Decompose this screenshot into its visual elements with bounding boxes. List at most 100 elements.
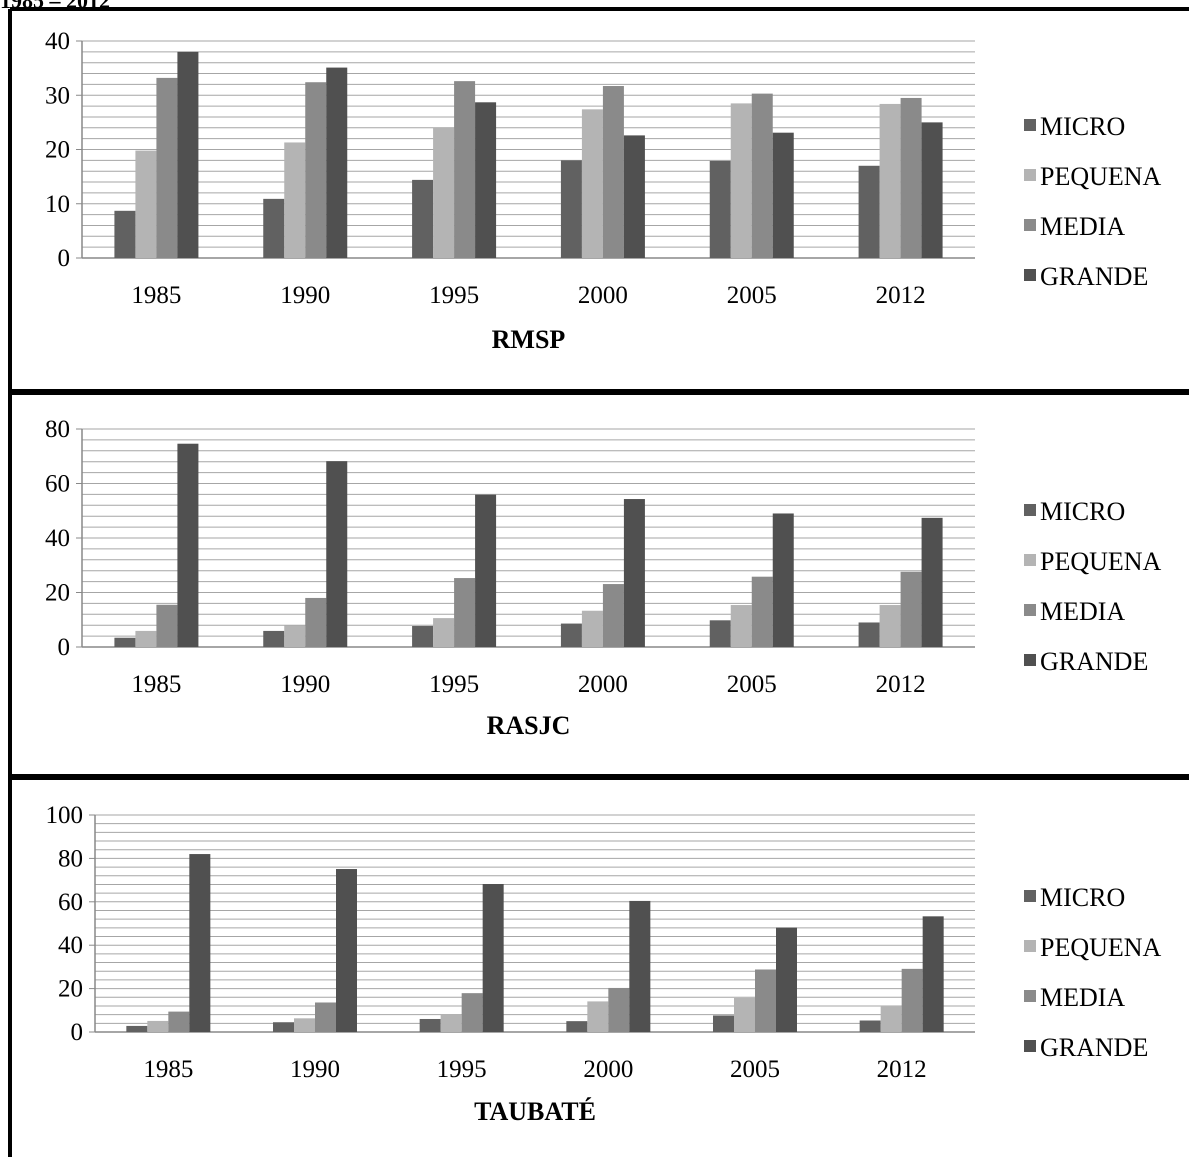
bar-media-2000	[602, 86, 624, 258]
legend-label-micro: MICRO	[1040, 497, 1125, 526]
y-tick-label: 60	[58, 889, 83, 916]
bar-micro-2012	[859, 1020, 881, 1032]
legend-swatch-grande	[1024, 269, 1036, 281]
x-tick-label: 2012	[876, 282, 926, 309]
chart-panel-2: 0 20 40 60 80 100 1985 1990 1995 2000 2005 2012 TAUB…	[46, 802, 1162, 1126]
legend-label-micro: MICRO	[1040, 112, 1125, 141]
bar-pequena-1995	[440, 1014, 462, 1032]
bar-micro-1990	[273, 1022, 294, 1032]
bar-grande-2005	[772, 132, 794, 258]
x-tick-label: 1985	[131, 671, 181, 698]
x-tick-label: 1990	[280, 671, 330, 698]
y-tick-label: 40	[45, 28, 70, 55]
bar-pequena-1995	[433, 618, 455, 647]
bar-grande-1985	[189, 854, 211, 1032]
x-tick-label: 1995	[429, 671, 479, 698]
legend-label-grande: GRANDE	[1040, 262, 1148, 291]
y-tick-label: 40	[45, 525, 70, 552]
bar-micro-2012	[858, 165, 880, 258]
bar-pequena-2012	[879, 605, 901, 647]
bar-media-2012	[900, 97, 922, 259]
bar-micro-2000	[560, 160, 582, 258]
bar-grande-1990	[336, 869, 357, 1032]
bar-pequena-2005	[730, 103, 752, 258]
y-tick-label: 0	[58, 634, 71, 661]
y-tick-label: 80	[58, 845, 83, 872]
bar-pequena-1990	[284, 625, 306, 647]
x-tick-label: 1985	[143, 1056, 193, 1083]
bar-pequena-1985	[135, 630, 157, 647]
bar-pequena-2005	[734, 997, 755, 1032]
legend-swatch-grande	[1024, 654, 1036, 666]
y-tick-label: 10	[45, 191, 70, 218]
bar-micro-1985	[114, 210, 136, 258]
bar-media-1995	[454, 81, 476, 259]
x-tick-label: 2000	[583, 1056, 633, 1083]
legend-label-media: MEDIA	[1040, 597, 1125, 626]
bar-pequena-2012	[879, 103, 901, 259]
bar-media-1985	[156, 77, 178, 258]
legend-label-media: MEDIA	[1040, 212, 1125, 241]
bar-grande-1995	[482, 884, 504, 1032]
bar-grande-1990	[326, 67, 348, 259]
bar-media-2012	[901, 968, 923, 1032]
bar-pequena-2000	[581, 109, 603, 258]
y-tick-label: 40	[58, 932, 83, 959]
chart-panel-1: 0 20 40 60 80 1985 1990 1995 2000 2005 2012 RASJC MI…	[45, 416, 1162, 740]
x-tick-label: 2012	[877, 1056, 927, 1083]
x-tick-label: 2005	[727, 282, 777, 309]
y-tick-label: 0	[71, 1019, 84, 1046]
x-tick-label: 1990	[290, 1056, 340, 1083]
legend-swatch-media	[1024, 219, 1036, 231]
bar-media-1995	[454, 578, 476, 647]
legend-swatch-micro	[1024, 504, 1036, 516]
bar-pequena-2000	[581, 610, 603, 647]
bar-pequena-2012	[880, 1006, 902, 1032]
bar-micro-1985	[126, 1025, 148, 1032]
bar-pequena-1985	[147, 1020, 169, 1032]
bar-media-1990	[315, 1002, 336, 1032]
bar-grande-1985	[177, 51, 199, 258]
legend-swatch-pequena	[1024, 940, 1036, 952]
legend-swatch-media	[1024, 990, 1036, 1002]
bar-grande-1985	[177, 443, 199, 647]
bar-grande-2000	[629, 900, 651, 1032]
bar-grande-1990	[326, 461, 348, 647]
chart-title: RASJC	[487, 711, 571, 740]
y-tick-label: 20	[45, 580, 70, 607]
bar-media-1990	[305, 597, 327, 647]
bar-media-2000	[602, 584, 624, 647]
bar-micro-1985	[114, 637, 136, 647]
y-tick-label: 20	[45, 137, 70, 164]
legend-label-pequena: PEQUENA	[1040, 162, 1162, 191]
x-tick-label: 2005	[730, 1056, 780, 1083]
bar-micro-2005	[713, 1015, 734, 1032]
bar-pequena-1995	[433, 127, 455, 258]
chart-title: RMSP	[492, 325, 566, 354]
bar-media-2005	[751, 93, 773, 258]
bar-micro-1990	[263, 198, 285, 258]
y-tick-label: 30	[45, 82, 70, 109]
bar-micro-1995	[412, 626, 434, 647]
bar-micro-2005	[709, 620, 731, 647]
bar-grande-2012	[921, 517, 943, 647]
bar-pequena-1990	[284, 142, 306, 258]
x-tick-label: 1990	[280, 282, 330, 309]
legend-swatch-pequena	[1024, 554, 1036, 566]
bar-micro-2000	[566, 1021, 588, 1032]
x-tick-label: 2000	[578, 671, 628, 698]
x-tick-label: 1995	[437, 1056, 487, 1083]
legend-swatch-media	[1024, 604, 1036, 616]
bar-media-2005	[755, 969, 776, 1032]
bar-grande-1995	[475, 494, 497, 647]
bar-media-2005	[751, 576, 773, 647]
bar-pequena-2000	[587, 1001, 609, 1032]
bar-grande-2000	[623, 499, 645, 647]
bar-pequena-2005	[730, 605, 752, 647]
legend-label-grande: GRANDE	[1040, 1033, 1148, 1062]
y-tick-label: 60	[45, 471, 70, 498]
bar-media-2012	[900, 571, 922, 647]
legend-swatch-micro	[1024, 119, 1036, 131]
legend-label-pequena: PEQUENA	[1040, 547, 1162, 576]
